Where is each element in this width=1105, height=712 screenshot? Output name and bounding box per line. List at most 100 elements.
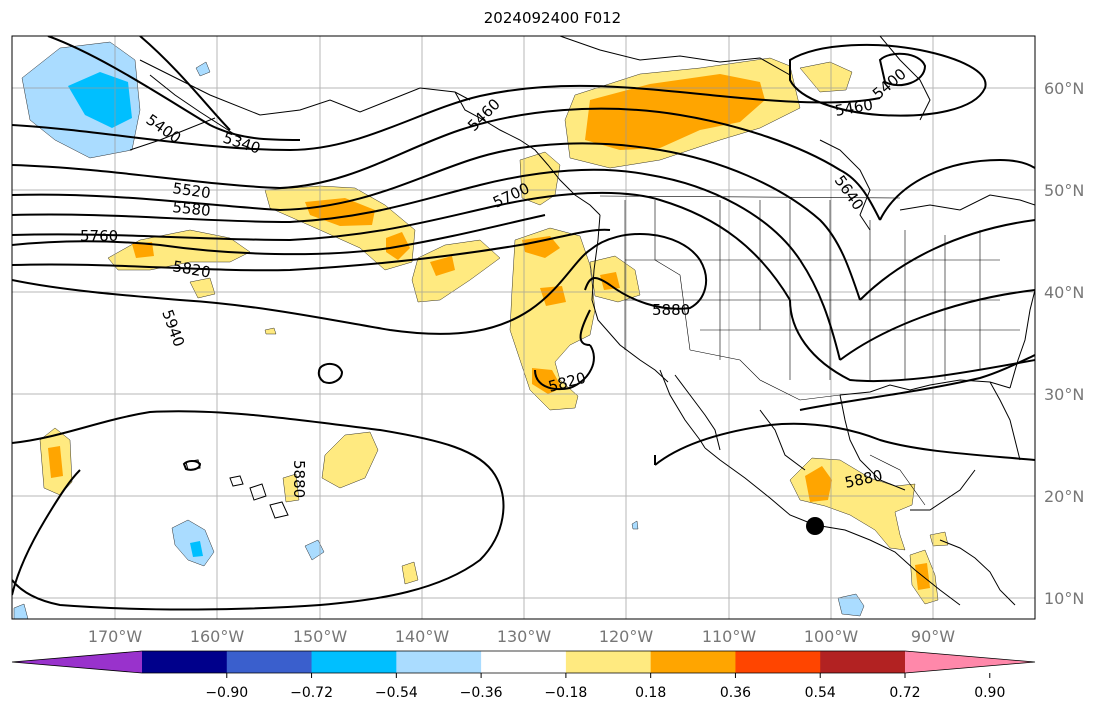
positive-fill-region [48, 446, 63, 478]
contour-label: 5760 [80, 227, 118, 245]
contour-5880-a [12, 233, 708, 335]
longitude-labels: 170°W 160°W 150°W 140°W 130°W 120°W 110°… [88, 627, 955, 646]
lon-label: 90°W [911, 627, 955, 646]
positive-fill-region [430, 256, 455, 276]
colorbar-tick-label: −0.90 [205, 685, 248, 701]
positive-fill-region [522, 236, 560, 258]
lat-label: 50°N [1044, 181, 1084, 200]
colorbar-segment [481, 651, 567, 673]
contour-5820-b [534, 344, 595, 390]
positive-fill-region [805, 466, 832, 502]
contour-label: 5580 [172, 198, 212, 220]
contour-5400-closed [878, 52, 927, 87]
colorbar-segment [735, 651, 821, 673]
negative-fill-region [13, 603, 29, 619]
map-title: 2024092400 F012 [483, 9, 622, 27]
contour-5460-closed [789, 43, 987, 117]
colorbar-tick-label: 0.72 [889, 685, 920, 701]
colorbar-tick-label: −0.72 [290, 685, 333, 701]
contour-5760 [12, 214, 546, 256]
lat-label: 10°N [1044, 589, 1084, 608]
contour-label: 5880 [290, 460, 308, 498]
positive-fill-region [509, 227, 596, 411]
contour-5340 [139, 36, 231, 131]
colorbar-tick-label: 0.54 [805, 685, 836, 701]
lon-label: 100°W [804, 627, 859, 646]
positive-fill-region [264, 327, 277, 335]
negative-fill-region [190, 541, 203, 557]
map-panel[interactable] [12, 36, 1035, 619]
colorbar-segment [565, 651, 652, 673]
colorbar-tick-label: −0.36 [460, 685, 503, 701]
contour-5700 [12, 191, 791, 301]
contour-small-loop [182, 460, 202, 471]
positive-fill-region [401, 561, 419, 585]
contour-5400 [47, 36, 301, 141]
contour-5580 [12, 142, 861, 301]
colorbar-tick-label: −0.18 [544, 685, 587, 701]
colorbar-extend-high [905, 651, 1035, 673]
coastlines [129, 36, 1035, 606]
positive-fill-region [321, 431, 379, 489]
lon-label: 130°W [497, 627, 552, 646]
colorbar-tick-label: 0.36 [720, 685, 751, 701]
positive-fill-region [929, 531, 949, 547]
lon-label: 120°W [599, 627, 654, 646]
colorbar-segment [142, 651, 228, 673]
contour-5880-e [654, 422, 1035, 466]
height-contours [12, 36, 1035, 611]
positive-fill-region [532, 368, 562, 394]
latitude-labels: 60°N 50°N 40°N 30°N 20°N 10°N [1044, 79, 1084, 608]
colorbar-tick-label: −0.54 [375, 685, 418, 701]
lon-label: 150°W [293, 627, 348, 646]
contour-5520 [12, 107, 881, 221]
contour-5820 [12, 228, 611, 272]
lon-label: 170°W [88, 627, 143, 646]
contour-5880-c [12, 410, 505, 611]
lat-label: 20°N [1044, 487, 1084, 506]
colorbar-tick-label: 0.90 [974, 685, 1005, 701]
gridlines [12, 36, 1035, 619]
colorbar-segment [226, 651, 313, 673]
colorbar-segment [650, 651, 736, 673]
colorbar: −0.90 −0.72 −0.54 −0.36 −0.18 0.18 0.36 0.54 0.7… [11, 650, 1036, 701]
colorbar-segment [820, 651, 906, 673]
contour-5580-east [879, 158, 1035, 221]
contour-5640 [12, 168, 841, 361]
colorbar-extend-low [12, 651, 142, 673]
positive-fill-region [411, 239, 501, 303]
positive-fill-region [282, 473, 300, 503]
colorbar-outline [11, 650, 1036, 674]
contour-5640-east [859, 219, 1035, 301]
positive-fill-region [107, 229, 251, 271]
political-borders [599, 195, 1020, 506]
contour-label: 5880 [652, 301, 690, 319]
negative-fill-region [631, 520, 639, 530]
negative-fill-region [304, 539, 325, 561]
contour-5460 [12, 84, 881, 152]
lat-label: 30°N [1044, 385, 1084, 404]
contour-label: 5520 [171, 179, 211, 202]
lon-label: 140°W [395, 627, 450, 646]
colorbar-segment [311, 651, 397, 673]
positive-fill-region [585, 74, 765, 150]
contour-5880-b [579, 309, 591, 346]
negative-fill-region [68, 72, 132, 128]
lon-label: 160°W [190, 627, 245, 646]
negative-fill-region [837, 593, 865, 617]
contour-5880-d [12, 469, 81, 596]
contour-5760-east [789, 299, 1035, 383]
contour-5700-east [839, 289, 1035, 361]
negative-fill-region [195, 61, 211, 77]
lat-label: 40°N [1044, 283, 1084, 302]
lat-label: 60°N [1044, 79, 1084, 98]
colorbar-segment [396, 651, 482, 673]
lon-label: 110°W [702, 627, 757, 646]
positive-fill-region [540, 286, 566, 306]
storm-position-marker[interactable] [806, 517, 824, 535]
positive-fill-region [600, 272, 620, 290]
positive-fill-region [132, 242, 154, 258]
colorbar-tick-label: 0.18 [635, 685, 666, 701]
positive-fill-region [189, 277, 216, 299]
map-frame [11, 35, 1036, 620]
